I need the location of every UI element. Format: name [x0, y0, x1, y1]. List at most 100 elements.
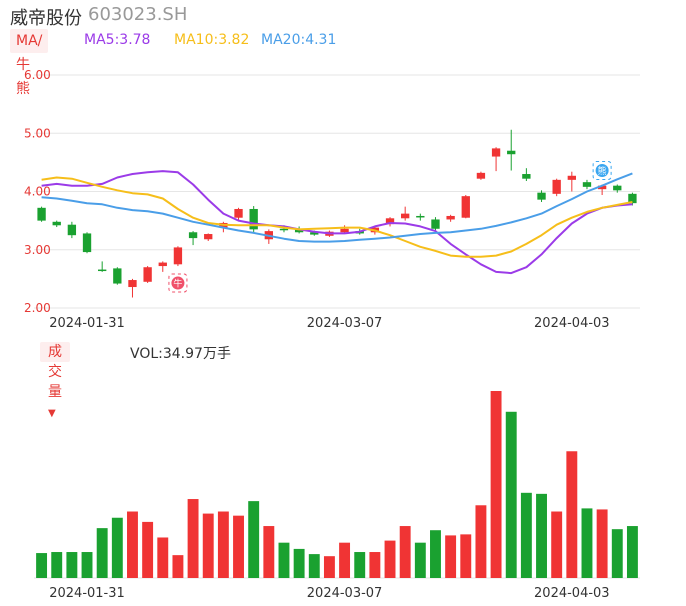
- volume-bar: [399, 526, 411, 578]
- volume-bar: [581, 508, 593, 578]
- candle-body: [537, 192, 546, 200]
- volume-bar: [248, 501, 260, 578]
- candle-body: [113, 268, 122, 284]
- candle-body: [128, 280, 137, 288]
- volume-bar: [233, 515, 244, 578]
- candle-body: [613, 185, 622, 191]
- marker-frame: [168, 273, 188, 293]
- volume-bar: [566, 451, 578, 578]
- candle-body: [294, 229, 304, 233]
- marker-dot: [171, 276, 185, 290]
- candle-body: [461, 196, 470, 218]
- y-tick-label: 2.00: [24, 301, 51, 315]
- volume-bar: [460, 534, 472, 578]
- candle-body: [340, 228, 349, 233]
- y-tick-label: 3.00: [24, 243, 51, 257]
- volume-bar: [308, 554, 320, 578]
- ma-mode-selector[interactable]: MA/牛熊: [10, 29, 49, 97]
- y-tick-label: 6.00: [24, 68, 51, 82]
- volume-x-tick-label: 2024-01-31: [49, 586, 125, 601]
- volume-bar: [81, 552, 93, 578]
- volume-bar: [445, 535, 457, 578]
- volume-bar: [626, 526, 638, 578]
- candle-body: [143, 267, 152, 282]
- dropdown-arrow-icon: ▼: [48, 408, 56, 419]
- volume-bar: [520, 492, 532, 578]
- candle-body: [158, 262, 167, 267]
- candle-body: [188, 232, 198, 239]
- volume-bar: [339, 542, 351, 578]
- candle-body: [204, 234, 213, 240]
- candle-body: [82, 233, 92, 253]
- candle-body: [173, 247, 183, 265]
- volume-bar: [202, 513, 214, 578]
- volume-value: VOL:34.97万手: [130, 346, 231, 362]
- volume-bar: [157, 537, 169, 578]
- candle-body: [446, 215, 455, 220]
- marker-frame: [592, 161, 612, 181]
- volume-bar: [36, 553, 48, 578]
- stock-code: 603023.SH: [88, 4, 188, 25]
- x-tick-label: 2024-03-07: [307, 316, 383, 331]
- volume-bar: [536, 493, 547, 578]
- volume-bar: [551, 511, 563, 578]
- candle-body: [98, 269, 107, 272]
- x-tick-label: 2024-01-31: [49, 316, 125, 331]
- y-tick-label: 4.00: [24, 185, 51, 199]
- y-tick-label: 5.00: [24, 126, 51, 140]
- volume-bar: [172, 555, 184, 578]
- candle-body: [234, 208, 243, 218]
- volume-bar: [505, 411, 517, 578]
- ma10-line: [41, 176, 633, 258]
- candle-body: [628, 193, 637, 204]
- volume-bar: [263, 526, 275, 578]
- candle-body: [310, 232, 319, 235]
- candle-body: [507, 150, 516, 155]
- volume-bar: [127, 511, 138, 578]
- candle-body: [567, 175, 576, 180]
- volume-bar: [187, 499, 199, 578]
- volume-bar: [142, 521, 154, 578]
- volume-bar: [414, 542, 426, 578]
- candle-body: [385, 218, 395, 225]
- stock-name: 威帝股份: [10, 8, 82, 29]
- candle-body: [67, 224, 77, 236]
- volume-bar: [430, 530, 441, 578]
- candle-body: [416, 215, 425, 218]
- volume-bar: [51, 552, 63, 578]
- candle-body: [279, 228, 289, 231]
- ma20-label: MA20:4.31: [261, 32, 337, 48]
- volume-bar: [611, 529, 623, 578]
- ma20-line: [41, 172, 633, 243]
- candle-body: [52, 221, 61, 226]
- volume-indicator-selector[interactable]: 成交量 ▼: [40, 342, 70, 419]
- volume-bar: [490, 391, 502, 578]
- candle-body: [401, 213, 410, 219]
- candle-body: [522, 174, 531, 179]
- x-tick-label: 2024-04-03: [534, 316, 610, 331]
- volume-bar: [293, 548, 305, 578]
- ma10-label: MA10:3.82: [174, 32, 250, 48]
- volume-x-tick-label: 2024-04-03: [534, 586, 610, 601]
- marker-dot: [595, 164, 609, 178]
- volume-bar: [596, 509, 608, 578]
- candle-body: [431, 219, 440, 229]
- ma5-label: MA5:3.78: [84, 32, 151, 48]
- candle-body: [597, 185, 607, 190]
- volume-bar: [369, 552, 381, 578]
- candle-body: [582, 182, 592, 187]
- volume-bar: [354, 552, 366, 578]
- ma5-line: [41, 170, 633, 275]
- volume-bar: [475, 505, 487, 578]
- volume-bar: [111, 517, 123, 578]
- candle-body: [249, 208, 258, 230]
- bull-marker-icon: 牛: [168, 273, 188, 293]
- candle-body: [491, 148, 501, 157]
- volume-indicator-label: 成交量: [48, 344, 62, 400]
- marker-glyph: 熊: [598, 165, 607, 177]
- volume-x-tick-label: 2024-03-07: [307, 586, 383, 601]
- volume-bar: [278, 542, 290, 578]
- candle-body: [552, 179, 561, 194]
- volume-bar: [323, 556, 335, 578]
